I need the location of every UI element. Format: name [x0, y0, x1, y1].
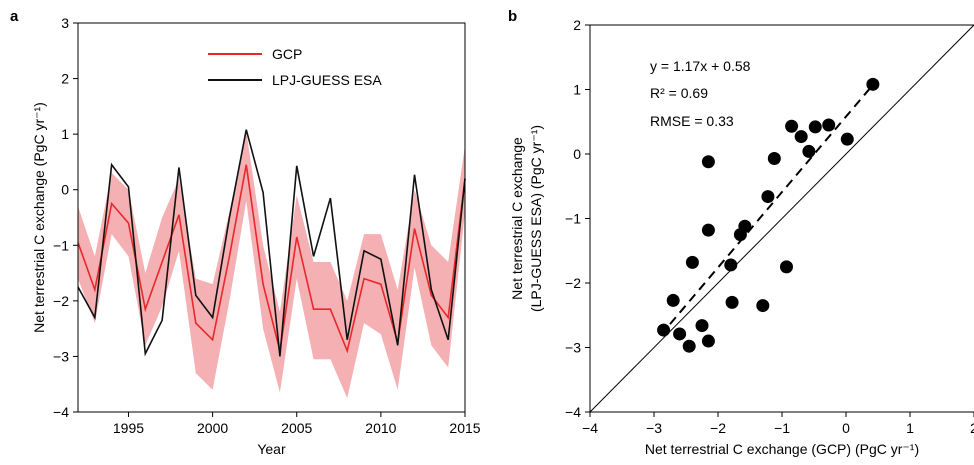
- panel-a-line-chart: −4 −3 −2 −1 0 1 2 3 1995 2000 2005 2010 2015 Year Net …: [31, 15, 481, 457]
- scatter-point: [767, 152, 781, 166]
- y-axis-label-line1: Net terrestrial C exchange: [509, 137, 525, 300]
- plot-frame: [77, 22, 466, 413]
- x-tick-label: 2000: [197, 420, 228, 436]
- y-tick-label: 1: [573, 82, 581, 98]
- gcp-uncertainty-band: [78, 131, 465, 399]
- x-tick-label: −3: [646, 420, 662, 436]
- scatter-point: [695, 319, 709, 333]
- scatter-point: [802, 144, 816, 158]
- y-tick-label: 1: [61, 126, 69, 142]
- y-tick-label: −3: [53, 348, 69, 364]
- one-to-one-line: [589, 24, 974, 413]
- x-tick-label: 2010: [365, 420, 396, 436]
- scatter-point: [724, 258, 738, 272]
- legend-label: LPJ-GUESS ESA: [272, 72, 382, 88]
- x-axis-label: Year: [257, 441, 286, 457]
- scatter-point: [682, 339, 696, 353]
- panel-label-a: a: [10, 8, 19, 25]
- scatter-point: [657, 323, 671, 337]
- x-axis-label: Net terrestrial C exchange (GCP) (PgC yr…: [645, 441, 919, 457]
- x-tick-label: −2: [710, 420, 726, 436]
- scatter-point: [685, 255, 699, 269]
- scatter-point: [866, 77, 880, 91]
- scatter-point: [822, 118, 836, 132]
- scatter-point: [785, 119, 799, 133]
- annotation-r-squared: R² = 0.69: [650, 85, 708, 101]
- scatter-point: [701, 155, 715, 169]
- y-tick-label: −2: [53, 293, 69, 309]
- panel-b-scatter-chart: −4 −3 −2 −1 0 1 2 −4 −3 −2 −1 0 1 2 Net terrestrial C …: [509, 17, 974, 457]
- y-tick-label: −1: [565, 211, 581, 227]
- x-tick-label: 2015: [449, 420, 480, 436]
- annotation-rmse: RMSE = 0.33: [650, 113, 734, 129]
- scatter-point: [701, 334, 715, 348]
- scatter-point: [666, 293, 680, 307]
- panel-label-b: b: [508, 8, 517, 25]
- y-tick-label: 0: [61, 182, 69, 198]
- scatter-point: [673, 327, 687, 341]
- scatter-point: [701, 223, 715, 237]
- scatter-point: [779, 260, 793, 274]
- legend-label: GCP: [272, 46, 302, 62]
- scatter-point: [725, 295, 739, 309]
- x-tick-label: 2005: [281, 420, 312, 436]
- y-tick-label: 3: [61, 15, 69, 31]
- y-tick-label: 2: [573, 17, 581, 33]
- y-tick-label: −1: [53, 237, 69, 253]
- x-tick-label: −1: [774, 420, 790, 436]
- scatter-point: [840, 132, 854, 146]
- y-tick-label: 2: [61, 71, 69, 87]
- y-axis-label: Net terrestrial C exchange (PgC yr⁻¹): [31, 102, 47, 333]
- y-tick-label: −4: [53, 404, 69, 420]
- regression-fit-line: [669, 83, 875, 325]
- x-tick-label: 2: [970, 420, 974, 436]
- scatter-point: [808, 120, 822, 134]
- x-tick-label: −4: [582, 420, 598, 436]
- scatter-point: [761, 190, 775, 204]
- series-line-lpj-guess-esa: [77, 129, 466, 357]
- x-tick-label: 0: [842, 420, 850, 436]
- y-tick-label: −2: [565, 275, 581, 291]
- scatter-point: [794, 130, 808, 144]
- y-tick-label: 0: [573, 146, 581, 162]
- y-axis-label-line2: (LPJ-GUESS ESA) (PgC yr⁻¹): [528, 125, 544, 312]
- x-tick-label: 1995: [113, 420, 144, 436]
- y-tick-label: −4: [565, 404, 581, 420]
- scatter-point: [756, 299, 770, 313]
- scatter-point: [738, 219, 752, 233]
- y-tick-label: −3: [565, 340, 581, 356]
- x-tick-label: 1: [906, 420, 914, 436]
- annotation-equation: y = 1.17x + 0.58: [650, 58, 751, 74]
